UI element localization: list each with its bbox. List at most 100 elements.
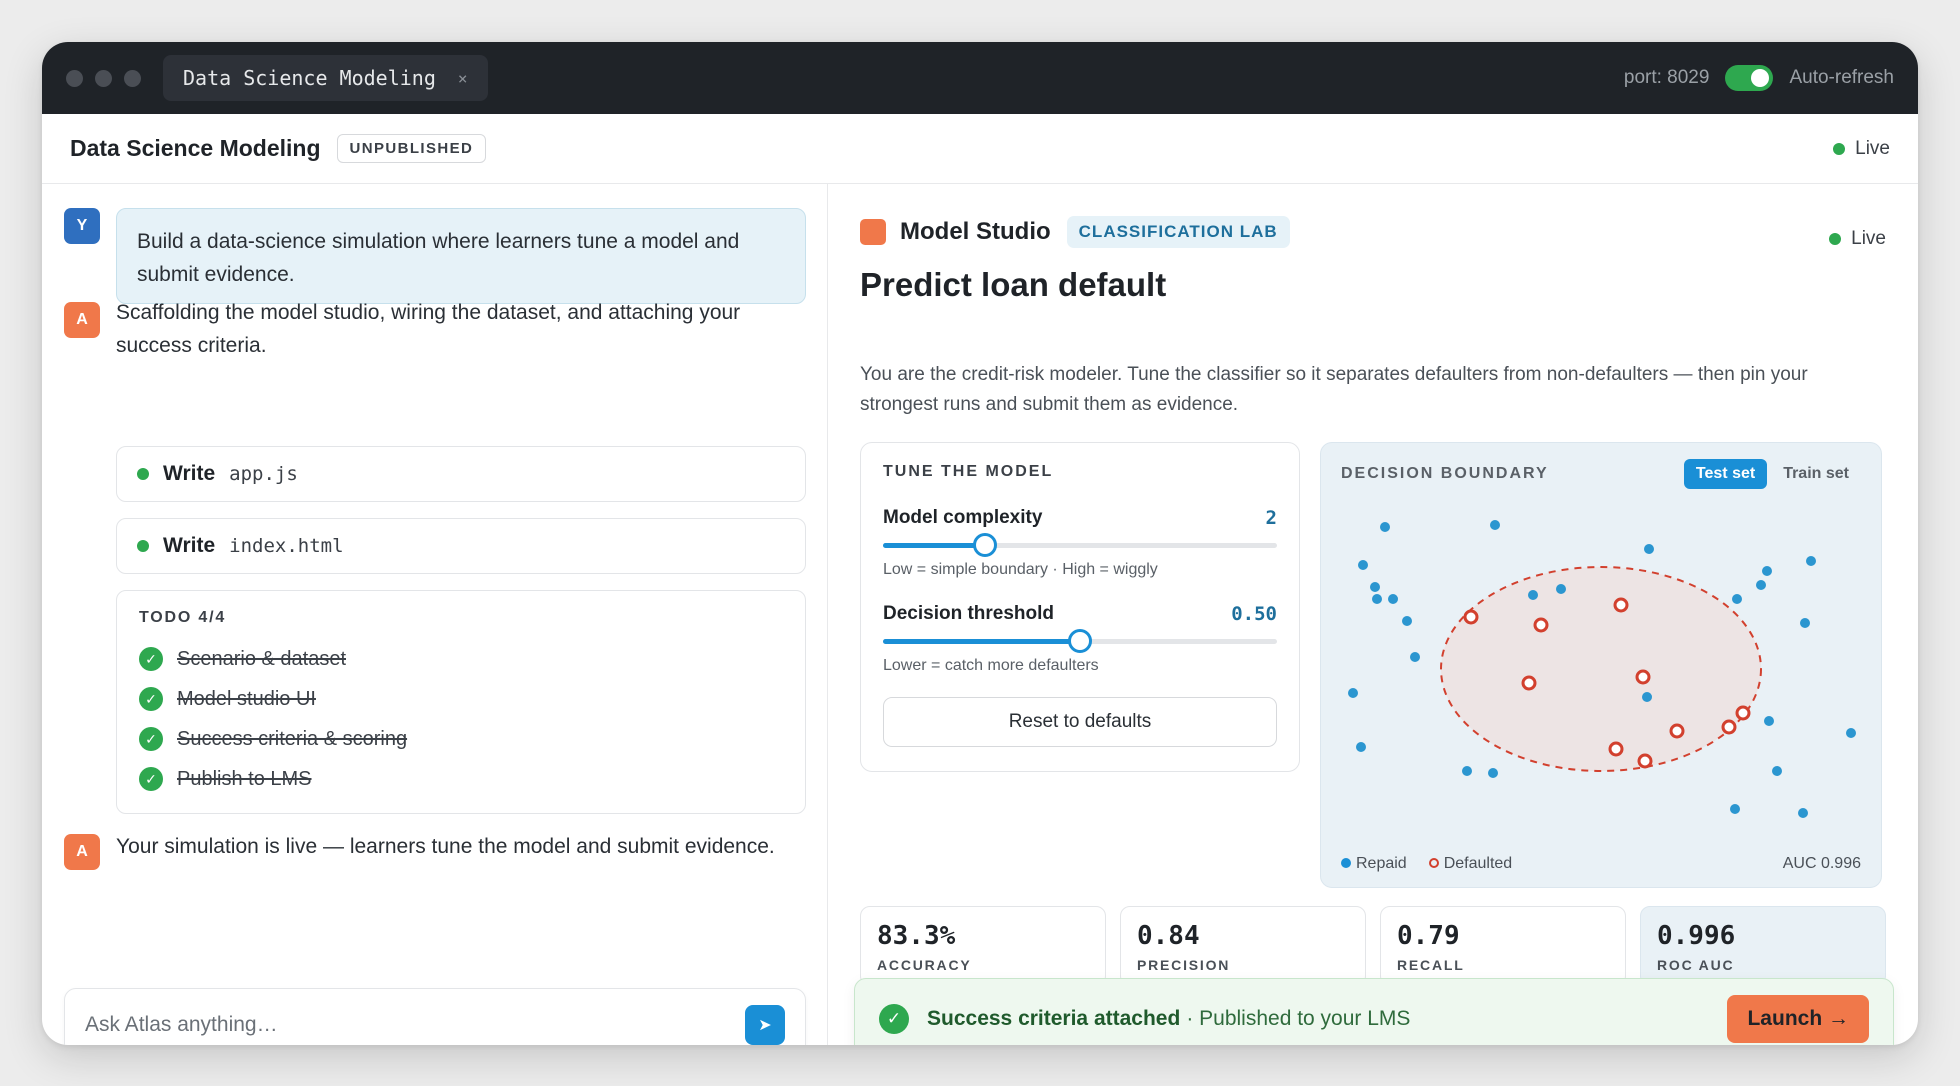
legend-repaid: Repaid [1341, 855, 1407, 873]
send-button[interactable]: ➤ [745, 1005, 785, 1045]
decision-boundary-card: DECISION BOUNDARY Test set Train set Rep… [1320, 442, 1882, 888]
toast-message: · Published to your LMS [1186, 1007, 1411, 1030]
defaulted-point [1613, 597, 1629, 613]
threshold-value: 0.50 [1231, 603, 1277, 625]
studio-logo-icon [860, 219, 886, 245]
live-indicator: Live [1833, 138, 1890, 160]
repaid-point [1528, 590, 1538, 600]
write-file: index.html [229, 535, 344, 557]
close-window-dot[interactable] [66, 69, 83, 87]
repaid-point [1800, 618, 1810, 628]
todo-item: ✓ Success criteria & scoring [139, 719, 783, 759]
assistant-message: A [64, 302, 100, 338]
assistant-avatar: A [64, 302, 100, 338]
todo-text: Scenario & dataset [177, 647, 346, 670]
write-step[interactable]: Write index.html [116, 518, 806, 574]
studio-badge: CLASSIFICATION LAB [1066, 216, 1290, 248]
repaid-point [1730, 804, 1740, 814]
repaid-point [1772, 766, 1782, 776]
metric-accuracy: 83.3% ACCURACY [860, 906, 1106, 986]
todo-text: Publish to LMS [177, 767, 312, 790]
todo-item: ✓ Scenario & dataset [139, 639, 783, 679]
repaid-point [1410, 652, 1420, 662]
chat-panel: Y Build a data-science simulation where … [42, 184, 828, 1045]
repaid-point [1756, 580, 1766, 590]
repaid-point [1644, 544, 1654, 554]
assistant-avatar: A [64, 834, 100, 870]
defaulted-point [1533, 617, 1549, 633]
check-icon: ✓ [139, 687, 163, 711]
repaid-point [1642, 692, 1652, 702]
auto-refresh-toggle[interactable] [1725, 65, 1774, 91]
maximize-window-dot[interactable] [124, 69, 141, 87]
write-step[interactable]: Write app.js [116, 446, 806, 502]
boundary-header: DECISION BOUNDARY [1341, 465, 1549, 482]
threshold-label: Decision threshold [883, 603, 1055, 624]
check-icon: ✓ [139, 727, 163, 751]
repaid-point [1356, 742, 1366, 752]
metric-roc-auc: 0.996 ROC AUC [1640, 906, 1886, 986]
metric-label: PRECISION [1137, 957, 1231, 973]
user-avatar: Y [64, 208, 100, 244]
launch-button[interactable]: Launch → [1727, 995, 1869, 1043]
tab-title: Data Science Modeling [183, 66, 436, 90]
defaulted-point [1521, 675, 1537, 691]
repaid-point [1402, 616, 1412, 626]
assistant-message-text: Your simulation is live — learners tune … [116, 835, 775, 858]
tune-model-card: TUNE THE MODEL Model complexity 2 Low = … [860, 442, 1300, 772]
app-window: Data Science Modeling × port: 8029 Auto-… [42, 42, 1918, 1045]
window-controls [66, 69, 141, 87]
complexity-slider-handle[interactable] [973, 533, 998, 557]
repaid-point [1380, 522, 1390, 532]
chat-input-box: ➤ [64, 988, 806, 1045]
repaid-point [1370, 582, 1380, 592]
repaid-point [1556, 584, 1566, 594]
reset-defaults-button[interactable]: Reset to defaults [883, 697, 1277, 747]
repaid-dot-icon [1341, 858, 1351, 868]
todo-text: Model studio UI [177, 687, 316, 710]
defaulted-point [1608, 741, 1624, 757]
write-verb: Write [163, 534, 216, 557]
live-dot-icon [1829, 233, 1842, 245]
repaid-point [1846, 728, 1856, 738]
train-set-tab[interactable]: Train set [1783, 465, 1849, 482]
todo-header: TODO 4/4 [139, 609, 227, 626]
write-file: app.js [229, 463, 298, 485]
toast-title: Success criteria attached [927, 1007, 1181, 1030]
tune-header: TUNE THE MODEL [883, 463, 1054, 480]
metrics-row: 83.3% ACCURACY 0.84 PRECISION 0.79 RECAL… [860, 906, 1886, 986]
project-title: Data Science Modeling [70, 135, 321, 161]
metric-recall: 0.79 RECALL [1380, 906, 1626, 986]
done-dot-icon [137, 540, 149, 552]
assistant-message-text: Scaffolding the model studio, wiring the… [116, 301, 741, 357]
plot-legend: Repaid Defaulted [1341, 855, 1512, 873]
model-studio-panel: Model Studio CLASSIFICATION LAB Live Pre… [828, 184, 1918, 1045]
user-message: Y [64, 208, 100, 244]
tab-close-icon[interactable]: × [457, 68, 468, 88]
threshold-slider-handle[interactable] [1068, 629, 1092, 653]
defaulted-point [1669, 723, 1685, 739]
defaulted-ring-icon [1428, 858, 1439, 868]
live-label: Live [1855, 137, 1890, 159]
complexity-slider[interactable] [883, 533, 1277, 557]
studio-name: Model Studio [900, 218, 1051, 245]
defaulted-point [1463, 609, 1479, 625]
metric-precision: 0.84 PRECISION [1120, 906, 1366, 986]
legend-defaulted: Defaulted [1428, 855, 1512, 873]
repaid-point [1372, 594, 1382, 604]
port-label: port: 8029 [1623, 67, 1710, 88]
test-set-tab[interactable]: Test set [1683, 459, 1768, 489]
status-badge: UNPUBLISHED [336, 134, 487, 163]
title-bar: Data Science Modeling × port: 8029 Auto-… [42, 42, 1918, 114]
threshold-slider[interactable] [883, 629, 1277, 653]
metric-label: ROC AUC [1657, 957, 1735, 973]
repaid-point [1764, 716, 1774, 726]
metric-label: ACCURACY [877, 957, 972, 973]
chat-input[interactable] [85, 1013, 745, 1037]
tab-data-science-modeling[interactable]: Data Science Modeling × [163, 55, 488, 101]
user-message-bubble: Build a data-science simulation where le… [116, 208, 806, 304]
threshold-hint: Lower = catch more defaulters [883, 657, 1099, 674]
repaid-point [1732, 594, 1742, 604]
minimize-window-dot[interactable] [95, 69, 112, 87]
auto-refresh-label: Auto-refresh [1789, 67, 1894, 88]
